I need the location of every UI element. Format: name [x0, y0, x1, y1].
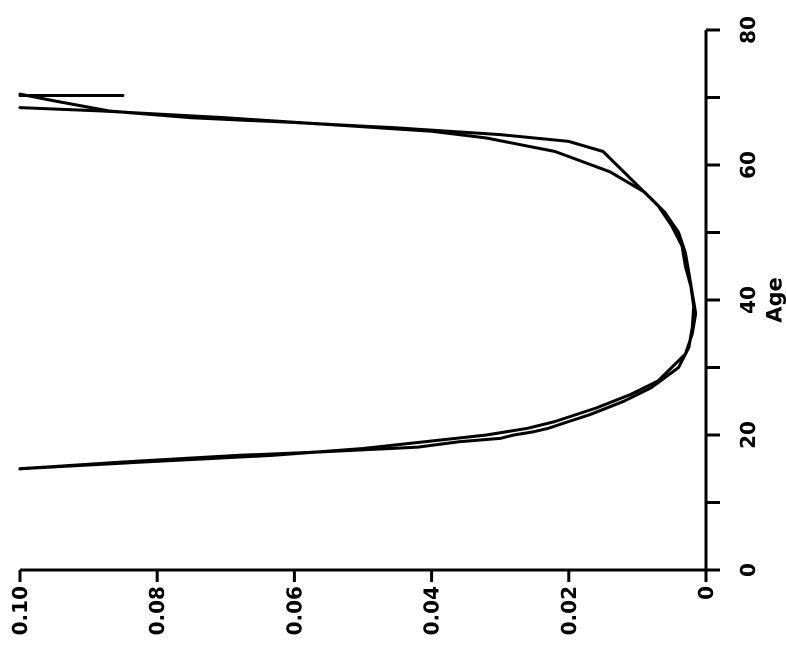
age-tick-label: 80 [736, 16, 760, 44]
age-tick-label: 20 [736, 421, 760, 449]
value-axis-ticks: 0 0.02 0.04 0.06 0.08 0.10 [8, 570, 718, 635]
age-tick-label: 60 [736, 151, 760, 179]
series-line-2 [18, 92, 696, 471]
series-line-1 [18, 106, 698, 471]
age-axis-ticks: 0 20 40 60 80 [706, 16, 760, 577]
value-tick-label: 0.02 [557, 586, 581, 635]
value-tick-label: 0.10 [8, 586, 32, 635]
value-tick-label: 0.04 [420, 586, 444, 635]
series-layer [18, 92, 698, 471]
value-tick-label: 0.08 [145, 586, 169, 635]
age-axis-label: Age [762, 277, 786, 323]
age-tick-label: 0 [736, 563, 760, 577]
value-tick-label: 0.06 [282, 586, 306, 635]
value-tick-label: 0 [694, 586, 718, 600]
age-tick-label: 40 [736, 286, 760, 314]
